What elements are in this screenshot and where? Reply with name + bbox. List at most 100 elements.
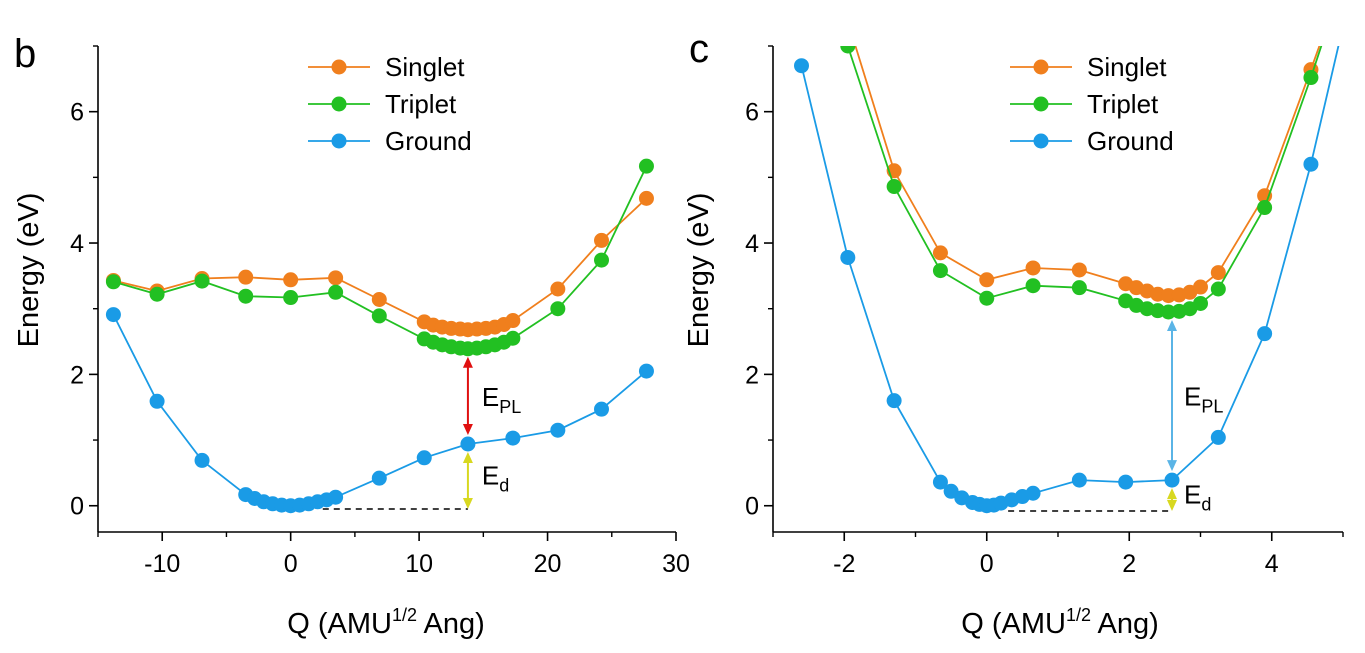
data-point-ground: [416, 450, 432, 466]
panel-b: b -10 0 10 20 30 0 2 4 6 EPL Ed Singlet Triplet Gro…: [13, 32, 690, 640]
y-tick-label: 4: [70, 230, 84, 258]
x-tick-label: 2: [1122, 550, 1136, 578]
legend-marker-triplet: [1033, 96, 1049, 112]
x-tick-label: -2: [833, 550, 855, 578]
data-point-singlet: [505, 313, 521, 329]
ed-arrowhead-down: [462, 498, 473, 510]
data-point-triplet: [594, 252, 610, 268]
epl-arrowhead-up: [1167, 319, 1177, 331]
data-point-triplet: [550, 301, 566, 317]
data-point-triplet: [1257, 200, 1273, 216]
data-point-ground: [105, 307, 121, 323]
legend-marker-ground: [331, 133, 347, 149]
y-tick-label: 6: [70, 99, 84, 127]
data-point-ground: [1025, 485, 1041, 501]
data-point-ground: [371, 470, 387, 486]
x-tick-label: 0: [980, 550, 994, 578]
data-point-singlet: [1210, 265, 1226, 281]
legend-label-ground: Ground: [385, 126, 472, 156]
data-point-ground: [328, 489, 344, 505]
data-point-triplet: [283, 290, 299, 306]
data-point-triplet: [1025, 278, 1041, 294]
data-point-triplet: [1071, 280, 1087, 296]
data-point-triplet: [638, 158, 654, 174]
data-point-triplet: [932, 263, 948, 279]
data-point-ground: [594, 401, 610, 417]
series-line-singlet: [854, 46, 1321, 297]
data-point-singlet: [371, 292, 387, 308]
data-point-singlet: [1193, 279, 1208, 295]
ed-arrowhead-up: [1167, 488, 1177, 500]
data-point-ground: [1118, 474, 1134, 490]
data-point-ground: [1210, 429, 1226, 445]
x-tick-label: 4: [1265, 550, 1279, 578]
data-point-singlet: [1071, 262, 1087, 278]
x-tick-label: 30: [662, 550, 690, 578]
data-point-ground: [550, 422, 566, 438]
panel-label: b: [14, 32, 36, 76]
x-axis-label: Q (AMU1/2 Ang): [287, 605, 484, 640]
data-point-ground: [886, 393, 902, 409]
data-point-triplet: [149, 286, 165, 302]
data-point-singlet: [979, 272, 995, 288]
data-point-triplet: [1210, 281, 1226, 297]
y-tick-label: 4: [745, 230, 759, 258]
data-point-ground: [1257, 326, 1273, 342]
data-point-singlet: [638, 190, 654, 206]
x-tick-label: 10: [405, 550, 433, 578]
data-point-ground: [1071, 472, 1087, 488]
data-point-triplet: [105, 274, 121, 290]
x-tick-label: -10: [144, 550, 180, 578]
x-axis-label: Q (AMU1/2 Ang): [961, 605, 1158, 640]
epl-arrowhead-down: [1167, 460, 1177, 472]
data-point-ground: [1336, 19, 1351, 34]
epl-label: EPL: [482, 382, 521, 417]
data-point-singlet: [932, 245, 948, 261]
panel-label: c: [689, 27, 709, 71]
data-point-singlet: [238, 269, 254, 285]
data-point-triplet: [979, 290, 995, 306]
data-point-singlet: [594, 232, 610, 248]
data-point-ground: [1303, 156, 1319, 172]
series-line-ground: [800, 46, 1340, 507]
y-axis-label: Energy (eV): [13, 193, 45, 348]
data-point-triplet: [505, 330, 521, 346]
data-point-singlet: [1160, 288, 1176, 304]
legend: Singlet Triplet Ground: [1010, 52, 1174, 156]
data-point-triplet: [371, 308, 387, 324]
data-point-ground: [794, 58, 809, 74]
y-tick-label: 0: [70, 493, 84, 521]
y-tick-label: 0: [745, 493, 759, 521]
data-point-triplet: [840, 46, 856, 54]
data-point-ground: [505, 430, 521, 446]
data-point-singlet: [550, 281, 566, 297]
data-point-ground: [840, 249, 856, 265]
data-point-triplet: [194, 273, 210, 289]
epl-arrowhead-up: [462, 356, 473, 368]
ed-label: Ed: [482, 461, 509, 496]
x-tick-label: 20: [534, 550, 562, 578]
epl-arrowhead-down: [462, 423, 473, 435]
legend: Singlet Triplet Ground: [308, 52, 472, 156]
legend-label-triplet: Triplet: [1087, 89, 1159, 119]
epl-label: EPL: [1184, 382, 1223, 417]
ed-arrowhead-down: [1167, 499, 1177, 511]
legend-label-triplet: Triplet: [385, 89, 457, 119]
data-point-ground: [638, 363, 654, 379]
ed-label: Ed: [1184, 480, 1211, 515]
data-point-triplet: [1193, 295, 1208, 311]
legend-marker-ground: [1033, 133, 1049, 149]
y-axis-label: Energy (eV): [683, 193, 715, 348]
legend-label-singlet: Singlet: [385, 52, 465, 82]
panel-c: c -2 0 2 4 0 2 4 6 EPL Ed Singlet Triplet Ground E…: [683, 19, 1351, 640]
data-point-triplet: [886, 179, 902, 195]
data-point-ground: [149, 393, 165, 409]
data-point-triplet: [1303, 70, 1319, 86]
data-point-ground: [1164, 472, 1180, 488]
legend-label-singlet: Singlet: [1087, 52, 1167, 82]
data-point-singlet: [283, 272, 299, 288]
legend-label-ground: Ground: [1087, 126, 1174, 156]
ed-arrowhead-up: [462, 451, 473, 463]
y-tick-label: 6: [745, 99, 759, 127]
